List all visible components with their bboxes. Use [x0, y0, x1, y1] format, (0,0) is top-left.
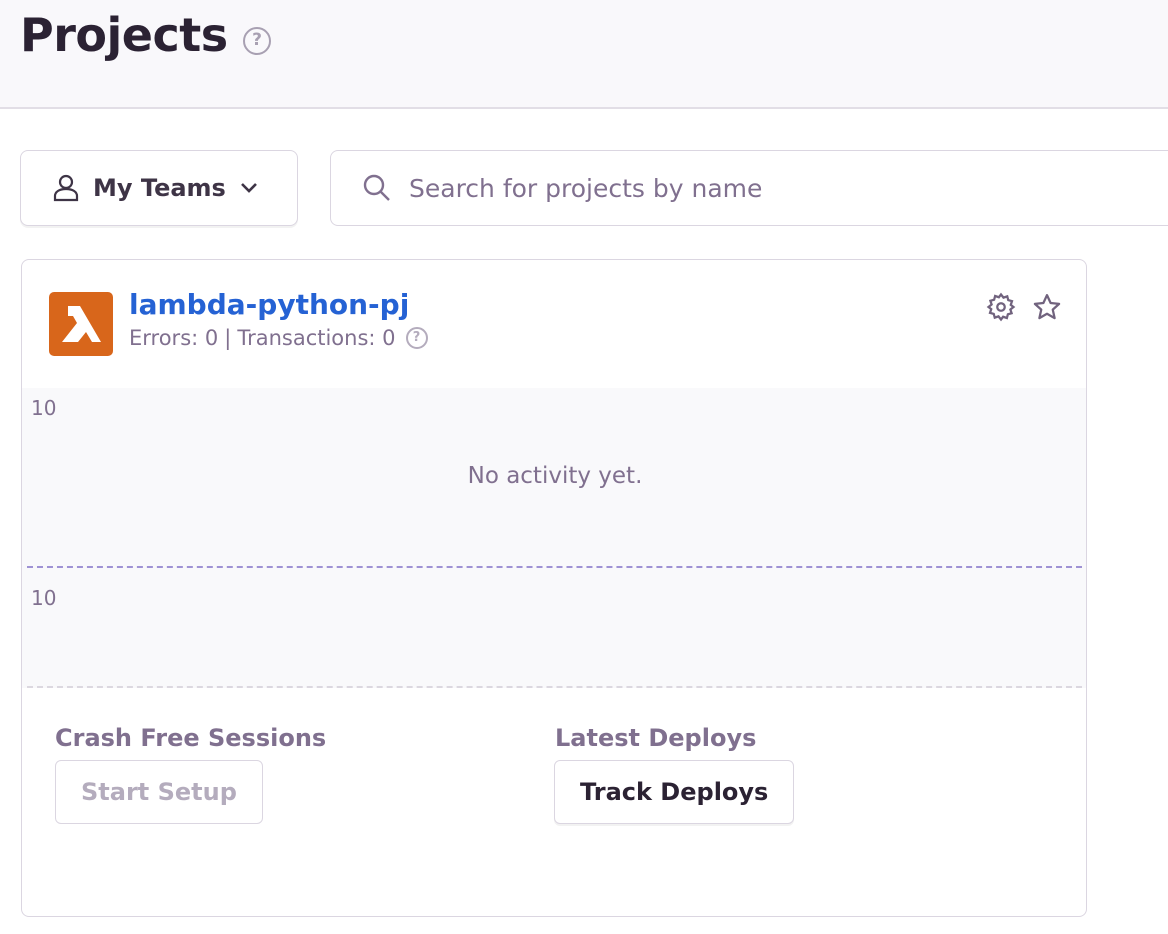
gear-icon[interactable]: [986, 292, 1016, 322]
page-header: Projects ?: [0, 0, 1168, 109]
no-activity-message: No activity yet.: [467, 463, 643, 489]
crash-free-sessions-label: Crash Free Sessions: [55, 724, 327, 752]
chart-baseline: [27, 686, 1082, 688]
project-stats: Errors: 0 | Transactions: 0 ?: [129, 326, 428, 350]
aws-lambda-icon: [49, 292, 113, 356]
y-tick-bottom: 10: [31, 586, 57, 610]
question-circle-icon[interactable]: ?: [405, 327, 428, 349]
start-setup-button[interactable]: Start Setup: [55, 760, 263, 824]
project-name-link[interactable]: lambda-python-pj: [129, 288, 410, 321]
question-circle-icon[interactable]: ?: [243, 27, 271, 55]
star-icon[interactable]: [1032, 292, 1062, 322]
errors-count: Errors: 0: [129, 326, 219, 350]
page-title: Projects: [20, 8, 228, 62]
user-icon: [53, 174, 79, 202]
project-card: lambda-python-pj Errors: 0 | Transaction…: [21, 259, 1087, 917]
search-icon: [363, 174, 390, 201]
project-search[interactable]: [330, 150, 1168, 226]
stats-separator: |: [224, 326, 232, 350]
track-deploys-button[interactable]: Track Deploys: [554, 760, 795, 824]
search-input[interactable]: [409, 173, 1109, 203]
my-teams-dropdown[interactable]: My Teams: [20, 150, 298, 226]
latest-deploys-label: Latest Deploys: [555, 724, 757, 752]
transactions-count: Transactions: 0: [237, 326, 396, 350]
my-teams-label: My Teams: [93, 174, 226, 202]
activity-chart: 10 No activity yet. 10: [22, 388, 1086, 688]
chevron-down-icon: [240, 183, 257, 193]
y-tick-top: 10: [31, 396, 57, 420]
chart-divider: [27, 566, 1082, 568]
